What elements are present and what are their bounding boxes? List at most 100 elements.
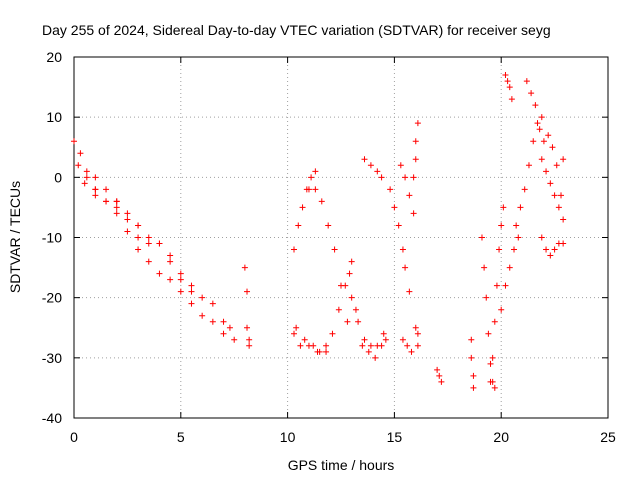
data-point (414, 120, 421, 127)
data-point (83, 168, 90, 175)
y-tick-label: -40 (42, 410, 62, 426)
data-point (523, 78, 530, 85)
data-point (113, 210, 120, 217)
data-point (397, 162, 404, 169)
data-point (517, 204, 524, 211)
data-point (305, 186, 312, 193)
data-point (412, 156, 419, 163)
series-band-21h-top (523, 78, 547, 145)
data-point (331, 246, 338, 253)
data-point (496, 246, 503, 253)
x-tick-label: 0 (70, 429, 78, 445)
data-point (367, 342, 374, 349)
data-point (551, 246, 558, 253)
series-early-d (92, 186, 195, 295)
series-mid-descend (291, 168, 319, 253)
data-point (378, 342, 385, 349)
data-point (387, 186, 394, 193)
data-point (246, 342, 253, 349)
data-point (325, 222, 332, 229)
data-point (299, 204, 306, 211)
data-point (312, 186, 319, 193)
data-point (513, 222, 520, 229)
data-point (515, 234, 522, 241)
data-point (92, 186, 99, 193)
data-point (188, 300, 195, 307)
series-mid-arc2 (346, 270, 389, 361)
data-point (399, 336, 406, 343)
data-point (145, 258, 152, 265)
data-point (244, 288, 251, 295)
data-point (487, 360, 494, 367)
data-point (491, 318, 498, 325)
series-scatter-8h (226, 264, 253, 349)
series-segment-15h (387, 186, 413, 295)
data-point (323, 342, 330, 349)
data-point (438, 378, 445, 385)
data-point (547, 252, 554, 259)
data-point (199, 312, 206, 319)
data-point (551, 192, 558, 199)
data-point (355, 318, 362, 325)
data-point (318, 198, 325, 205)
data-point (241, 264, 248, 271)
series-band-22h-upper (545, 132, 567, 223)
data-point (498, 222, 505, 229)
series-early-a (71, 138, 227, 325)
data-point (380, 330, 387, 337)
data-point (305, 342, 312, 349)
data-point (402, 174, 409, 181)
data-point (468, 336, 475, 343)
series-rise-20h (487, 204, 507, 385)
data-point (145, 240, 152, 247)
data-point (346, 270, 353, 277)
data-point (378, 174, 385, 181)
data-point (502, 72, 509, 79)
data-point (295, 222, 302, 229)
data-point (487, 378, 494, 385)
data-point (188, 288, 195, 295)
series-segment-16h-low (399, 324, 421, 355)
y-tick-label: -30 (42, 350, 62, 366)
data-point (549, 144, 556, 151)
data-point (536, 126, 543, 133)
data-point (75, 162, 82, 169)
grid (74, 57, 608, 418)
data-point (220, 330, 227, 337)
data-point (246, 336, 253, 343)
data-point (553, 162, 560, 169)
data-point (395, 222, 402, 229)
data-point (71, 138, 77, 145)
data-point (483, 294, 490, 301)
x-tick-label: 10 (280, 429, 296, 445)
y-tick-label: 10 (46, 109, 62, 125)
data-point (406, 192, 413, 199)
data-point (297, 342, 304, 349)
data-point (301, 336, 308, 343)
data-point (534, 120, 541, 127)
data-point (314, 348, 321, 355)
data-point (406, 288, 413, 295)
series-segment-16h (410, 120, 421, 181)
data-point (365, 348, 372, 355)
data-point (412, 324, 419, 331)
data-point (367, 162, 374, 169)
data-point (103, 198, 110, 205)
data-point (291, 246, 298, 253)
data-point (188, 282, 195, 289)
series-segment-18h (468, 336, 477, 391)
data-point (361, 156, 368, 163)
data-point (361, 336, 368, 343)
series-dip-19h (478, 234, 498, 391)
tick-labels: 0 5 10 15 20 25 -40 -30 -20 -10 0 10 20 (42, 49, 616, 445)
data-point (359, 342, 366, 349)
data-point (308, 174, 315, 181)
data-point (335, 306, 342, 313)
x-tick-label: 25 (600, 429, 616, 445)
series-early-c (81, 180, 152, 247)
series-climb-20h (498, 234, 522, 313)
data-point (560, 240, 567, 247)
axis-ticks (73, 56, 609, 419)
series-spike-20h (502, 72, 515, 103)
data-point (156, 240, 163, 247)
